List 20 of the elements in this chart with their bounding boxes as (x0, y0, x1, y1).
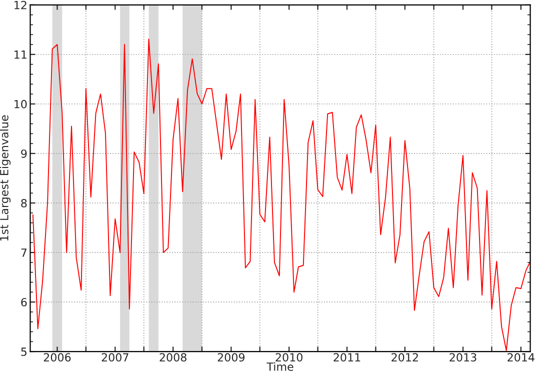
y-tick-label: 8 (21, 198, 27, 208)
x-axis-title: Time (266, 362, 294, 371)
line-series (32, 38, 530, 352)
y-tick-label: 11 (14, 50, 26, 59)
x-tick-label: 2006 (44, 353, 71, 362)
y-tick-label: 5 (21, 348, 26, 356)
y-tick-label: 7 (21, 248, 27, 257)
x-tick-label: 2009 (218, 353, 244, 362)
x-tick-label: 2010 (276, 353, 302, 362)
y-tick-label: 10 (14, 100, 27, 108)
x-tick-label: 2014 (508, 353, 534, 362)
x-tick-label: 2013 (450, 353, 476, 362)
x-tick-label: 2012 (392, 353, 418, 362)
y-axis-title: 1st Largest Eigenvalue (0, 115, 11, 241)
x-tick-label: 2008 (160, 353, 186, 362)
y-tick-label: 6 (21, 298, 27, 306)
y-tick-label: 12 (14, 0, 26, 10)
y-tick-label: 9 (21, 149, 27, 158)
x-tick-label: 2007 (102, 353, 128, 362)
x-tick-label: 2011 (334, 353, 360, 362)
